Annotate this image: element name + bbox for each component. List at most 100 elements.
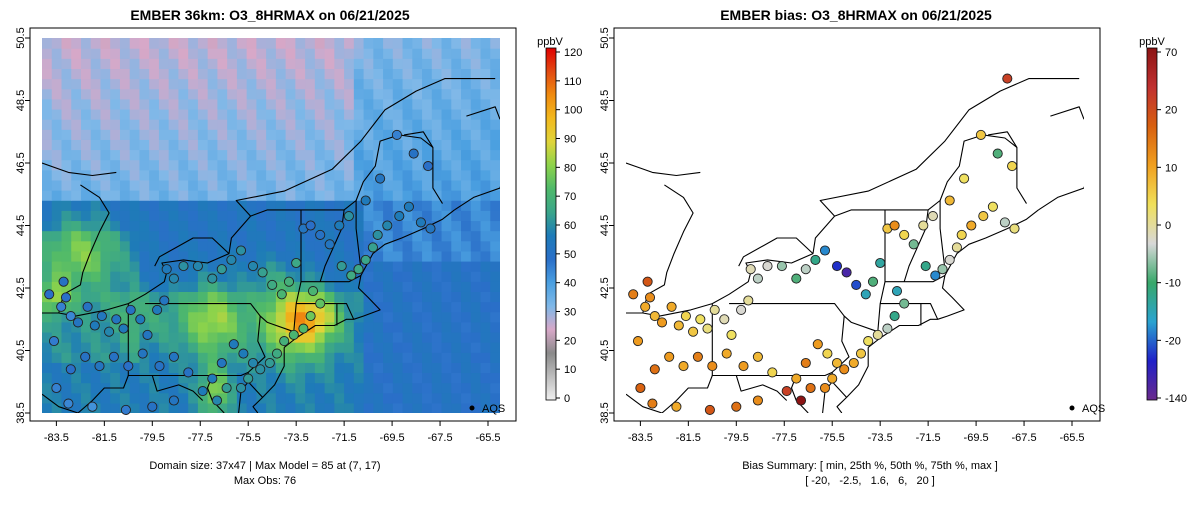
concentration-cell	[246, 58, 257, 70]
concentration-cell	[402, 179, 413, 191]
concentration-cell	[197, 240, 209, 252]
x-tick-label: -77.5	[772, 432, 797, 444]
concentration-cell	[168, 78, 180, 90]
concentration-cell	[422, 301, 433, 313]
concentration-cell	[480, 98, 491, 110]
concentration-cell	[119, 281, 131, 292]
concentration-cell	[285, 281, 296, 292]
concentration-cell	[90, 48, 102, 59]
concentration-cell	[197, 321, 209, 333]
concentration-cell	[80, 149, 92, 161]
concentration-cell	[197, 210, 209, 222]
concentration-cell	[188, 291, 199, 303]
concentration-cell	[158, 321, 170, 333]
concentration-cell	[324, 260, 335, 272]
concentration-cell	[490, 321, 500, 333]
concentration-cell	[470, 88, 482, 100]
colorbar-tick-label: 0	[564, 393, 570, 405]
concentration-cell	[129, 169, 141, 181]
concentration-cell	[100, 129, 111, 140]
station-marker	[305, 220, 316, 231]
concentration-cell	[188, 179, 199, 191]
concentration-cell	[441, 342, 452, 353]
concentration-cell	[402, 220, 413, 232]
concentration-cell	[363, 210, 374, 222]
concentration-cell	[61, 230, 72, 242]
concentration-cell	[90, 149, 102, 161]
concentration-cell	[266, 98, 277, 110]
concentration-cell	[490, 159, 500, 171]
concentration-cell	[139, 38, 150, 49]
concentration-cell	[383, 78, 394, 90]
concentration-cell	[392, 291, 404, 303]
concentration-cell	[178, 220, 189, 232]
concentration-cell	[61, 281, 72, 292]
concentration-cell	[110, 159, 121, 171]
concentration-cell	[422, 230, 433, 242]
concentration-cell	[129, 392, 141, 404]
concentration-cell	[461, 220, 472, 232]
concentration-cell	[197, 200, 209, 211]
concentration-cell	[441, 271, 452, 282]
concentration-cell	[80, 38, 92, 49]
concentration-cell	[305, 352, 316, 363]
x-tick-label: -75.5	[820, 432, 845, 444]
concentration-cell	[392, 362, 404, 374]
model-footer-line-2: Max Obs: 76	[234, 475, 296, 487]
concentration-cell	[80, 311, 92, 323]
concentration-cell	[373, 372, 384, 384]
concentration-cell	[227, 291, 238, 303]
concentration-cell	[490, 200, 500, 211]
concentration-cell	[470, 48, 482, 59]
concentration-cell	[188, 301, 199, 313]
concentration-cell	[373, 129, 384, 140]
concentration-cell	[227, 331, 238, 343]
concentration-cell	[451, 129, 462, 140]
concentration-cell	[285, 342, 296, 353]
concentration-cell	[178, 311, 189, 323]
concentration-cell	[266, 129, 277, 140]
concentration-cell	[110, 392, 121, 404]
concentration-cell	[285, 230, 296, 242]
concentration-cell	[227, 271, 238, 282]
station-marker	[944, 195, 955, 206]
concentration-cell	[100, 352, 111, 363]
concentration-cell	[90, 179, 102, 191]
concentration-cell	[285, 382, 296, 394]
concentration-cell	[324, 190, 335, 201]
concentration-cell	[295, 159, 306, 171]
concentration-cell	[383, 179, 394, 191]
concentration-cell	[256, 321, 267, 333]
concentration-cell	[373, 149, 384, 161]
concentration-cell	[480, 108, 491, 120]
concentration-cell	[246, 291, 257, 303]
concentration-cell	[256, 108, 267, 120]
concentration-cell	[373, 48, 384, 59]
concentration-cell	[305, 58, 316, 70]
concentration-cell	[217, 108, 228, 120]
concentration-cell	[197, 159, 209, 171]
concentration-cell	[71, 271, 82, 282]
concentration-cell	[324, 38, 335, 49]
concentration-cell	[422, 38, 433, 49]
concentration-cell	[100, 78, 111, 90]
concentration-cell	[256, 230, 267, 242]
concentration-cell	[129, 372, 141, 384]
model-colorbar-scale	[545, 47, 557, 401]
concentration-cell	[441, 139, 452, 151]
concentration-cell	[392, 88, 404, 100]
concentration-cell	[256, 129, 267, 140]
concentration-cell	[178, 179, 189, 191]
colorbar-tick-label: 60	[564, 220, 576, 232]
concentration-cell	[392, 220, 404, 232]
concentration-cell	[314, 98, 326, 110]
concentration-cell	[256, 149, 267, 161]
concentration-cell	[51, 129, 63, 140]
concentration-cell	[275, 230, 287, 242]
concentration-cell	[363, 58, 374, 70]
concentration-cell	[207, 331, 218, 343]
station-marker	[82, 301, 93, 312]
concentration-cell	[441, 159, 452, 171]
concentration-cell	[256, 291, 267, 303]
concentration-cell	[139, 159, 150, 171]
